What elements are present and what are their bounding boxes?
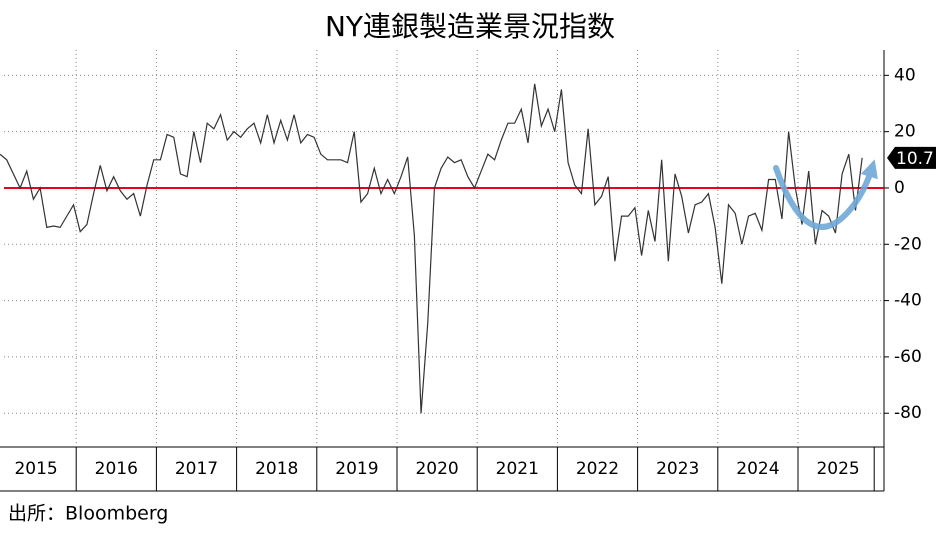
x-tick-label: 2021 [496,459,539,479]
marks: 10.7 [0,83,936,414]
y-tick-label: -20 [894,234,922,254]
trend-arrow [773,159,878,230]
chart-title: NY連銀製造業景況指数 [325,10,615,43]
y-tick-label: 0 [894,178,905,198]
x-tick-label: 2016 [95,459,138,479]
x-tick-label: 2019 [335,459,378,479]
y-tick-label: 20 [894,122,916,142]
last-value-label: 10.7 [896,149,934,169]
y-tick-label: -60 [894,347,922,367]
x-tick-label: 2025 [816,459,859,479]
y-tick-label: -80 [894,403,922,423]
x-tick-label: 2020 [415,459,458,479]
x-tick-label: 2023 [656,459,699,479]
grid: 40 20 0 -20 -40 -60 -80 2015 2016 2017 2018 2019 202… [0,50,922,492]
x-tick-label: 2015 [14,459,57,479]
x-tick-label: 2022 [576,459,619,479]
y-tick-label: -40 [894,291,922,311]
x-tick-label: 2018 [255,459,298,479]
x-tick-label: 2024 [736,459,779,479]
series-line [0,83,863,414]
y-tick-label: 40 [894,65,916,85]
source-note: 出所：Bloomberg [8,503,168,525]
x-tick-label: 2017 [175,459,218,479]
last-value-box [887,146,936,169]
